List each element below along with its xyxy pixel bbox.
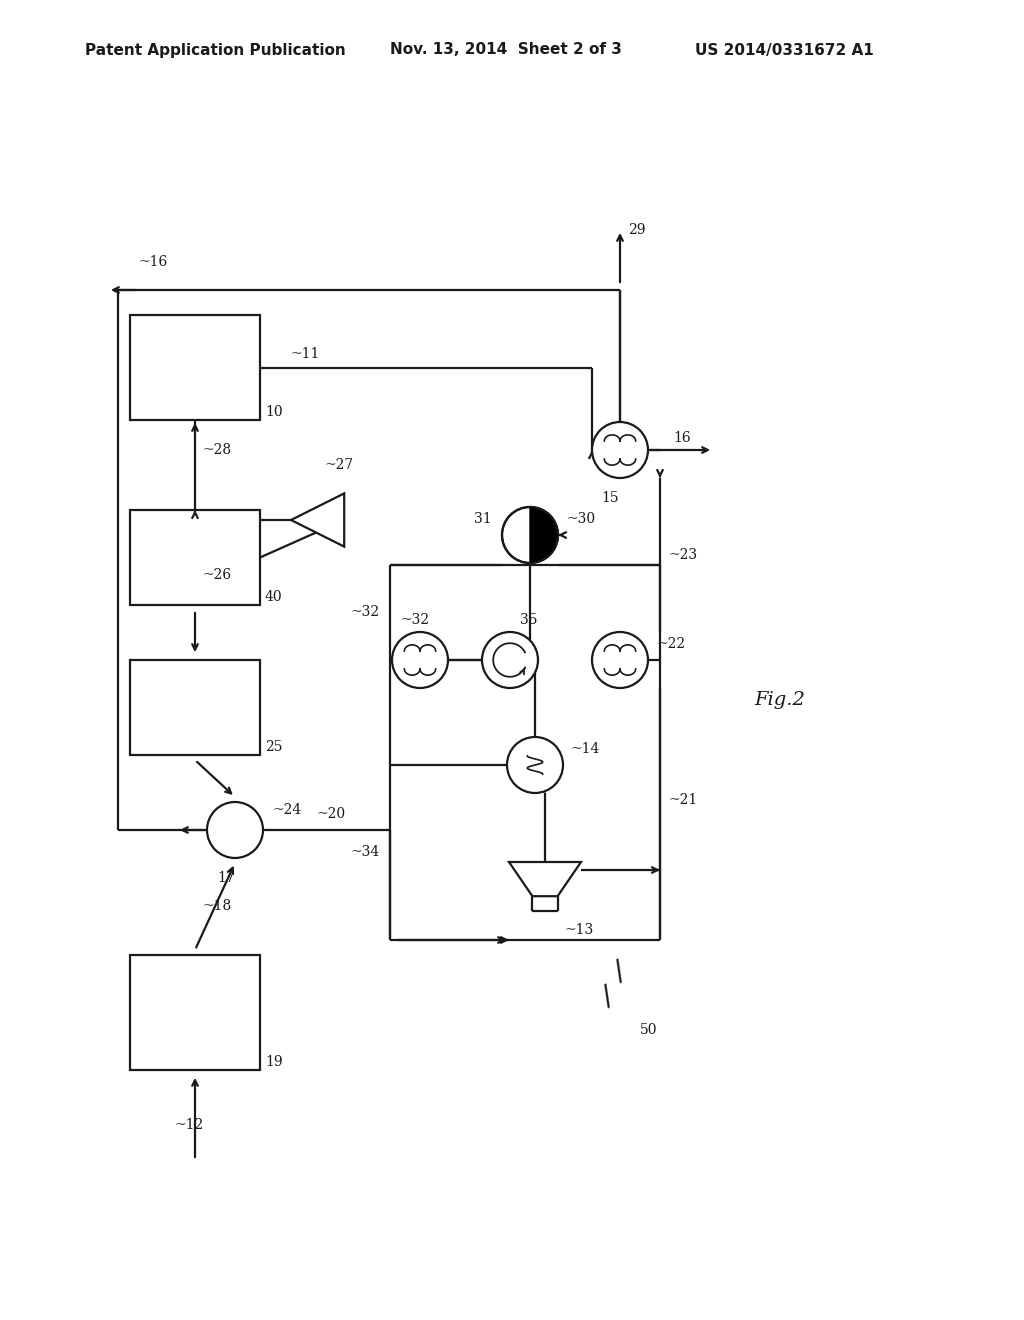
Text: ~21: ~21 <box>668 793 697 807</box>
Text: Patent Application Publication: Patent Application Publication <box>85 42 346 58</box>
Text: ~24: ~24 <box>273 803 302 817</box>
Text: 31: 31 <box>474 512 492 525</box>
Text: ~16: ~16 <box>138 255 167 269</box>
Text: ~14: ~14 <box>571 742 600 756</box>
Text: 29: 29 <box>628 223 645 238</box>
Circle shape <box>207 803 263 858</box>
Text: ~30: ~30 <box>566 512 595 525</box>
Text: US 2014/0331672 A1: US 2014/0331672 A1 <box>695 42 873 58</box>
Text: ~28: ~28 <box>203 444 232 457</box>
Polygon shape <box>291 494 344 546</box>
Bar <box>130 510 260 605</box>
Text: ~34: ~34 <box>350 846 379 859</box>
Text: 10: 10 <box>265 405 283 418</box>
Circle shape <box>592 422 648 478</box>
Text: 25: 25 <box>265 741 283 754</box>
Bar <box>130 315 260 420</box>
Text: ~23: ~23 <box>668 548 697 562</box>
Text: ~32: ~32 <box>400 612 429 627</box>
Text: ~20: ~20 <box>316 807 346 821</box>
Bar <box>130 954 260 1071</box>
Circle shape <box>592 632 648 688</box>
Circle shape <box>507 737 563 793</box>
Polygon shape <box>509 862 581 896</box>
Text: /: / <box>610 957 630 986</box>
Text: 35: 35 <box>520 612 538 627</box>
Text: 19: 19 <box>265 1055 283 1069</box>
Text: /: / <box>598 982 618 1011</box>
Text: Fig.2: Fig.2 <box>755 690 806 709</box>
Text: 50: 50 <box>640 1023 657 1038</box>
Circle shape <box>392 632 449 688</box>
Text: ~18: ~18 <box>203 899 232 913</box>
Polygon shape <box>530 507 558 564</box>
Text: 40: 40 <box>265 590 283 605</box>
Text: ~12: ~12 <box>175 1118 204 1133</box>
Circle shape <box>482 632 538 688</box>
Text: ~22: ~22 <box>656 638 685 651</box>
Text: Nov. 13, 2014  Sheet 2 of 3: Nov. 13, 2014 Sheet 2 of 3 <box>390 42 622 58</box>
Text: 15: 15 <box>601 491 618 506</box>
Text: ~27: ~27 <box>325 458 354 473</box>
Bar <box>130 660 260 755</box>
Text: ~26: ~26 <box>203 568 232 582</box>
Text: 16: 16 <box>673 432 690 445</box>
Circle shape <box>502 507 558 564</box>
Text: 17: 17 <box>217 871 234 884</box>
Text: ~13: ~13 <box>565 923 594 937</box>
Text: ~32: ~32 <box>350 606 379 619</box>
Text: ~11: ~11 <box>290 346 319 360</box>
